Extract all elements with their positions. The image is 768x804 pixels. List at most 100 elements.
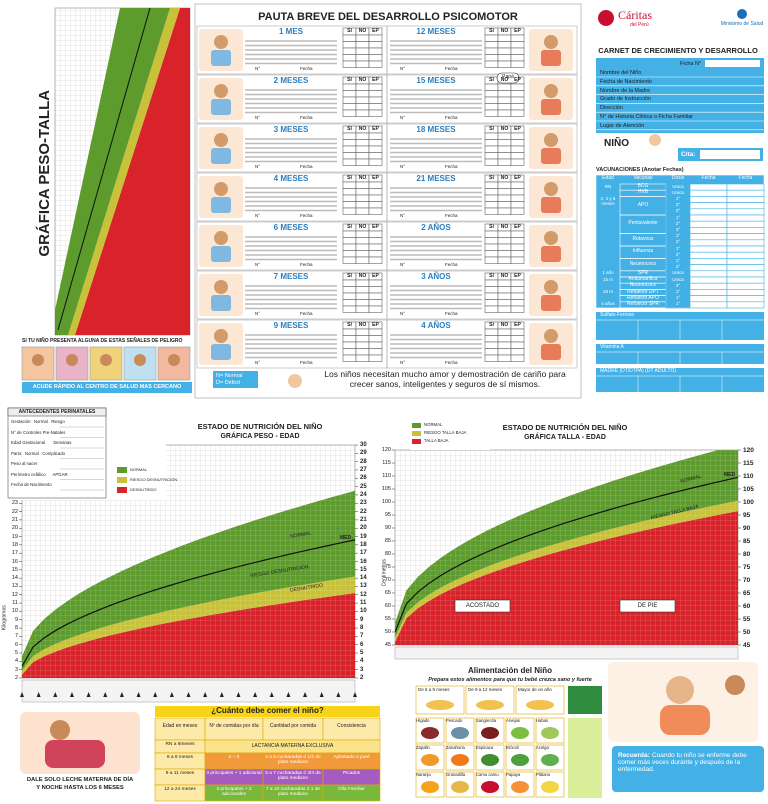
grid-cell	[497, 83, 512, 91]
grid-cell	[342, 341, 357, 349]
y-tick-label: 110	[382, 473, 391, 479]
food-image	[511, 754, 529, 766]
grid-cell	[510, 341, 525, 349]
footer-label: Fecha	[445, 262, 458, 267]
grid-cell	[497, 250, 512, 258]
grid-cell	[497, 279, 512, 287]
age-marker	[219, 692, 224, 697]
y-tick-label: 28	[360, 458, 367, 465]
vaccine-name: Refuerzo SPR	[627, 300, 659, 307]
section-title: Alimentación del Niño	[467, 666, 552, 675]
median	[22, 539, 355, 667]
median	[395, 476, 738, 633]
age-marker	[53, 692, 58, 697]
dose-cell	[689, 220, 728, 228]
cita-entry	[700, 150, 760, 159]
grid-cell	[510, 279, 525, 287]
food-image	[481, 781, 499, 793]
vaccine-title: VACUNACIONES (Anotar Fechas)	[596, 167, 684, 173]
grid-cell	[497, 299, 512, 307]
band-green	[55, 8, 170, 335]
dose-cell	[689, 214, 728, 222]
age-label: RN	[604, 183, 612, 189]
footer-label: Fecha	[300, 115, 313, 120]
grid-cell	[368, 188, 383, 196]
grid-cell	[342, 34, 357, 42]
y-tick-label: 9	[14, 616, 18, 623]
y-tick-label: 85	[384, 538, 391, 544]
cell-text: 12 a 24 meses	[164, 787, 196, 792]
age-marker	[119, 692, 124, 697]
panel-title: PAUTA BREVE DEL DESARROLLO PSICOMOTOR	[258, 11, 518, 23]
dose-cell	[726, 270, 765, 278]
grid-cell	[355, 54, 370, 62]
reminder-text: Cuando tu niño se enferme debe comer más…	[618, 752, 747, 774]
y-tick-label: 15	[360, 566, 367, 573]
column-header: NO	[500, 126, 509, 132]
grid-cell	[484, 181, 499, 189]
grid-cell	[484, 132, 499, 140]
grid-cell	[368, 341, 383, 349]
footer-label: N°	[400, 213, 406, 218]
grid-cell	[342, 181, 357, 189]
y-tick-label: 2	[360, 675, 364, 681]
grid-cell	[484, 90, 499, 98]
illustration-figure	[214, 133, 228, 147]
column-header: NO	[500, 322, 509, 328]
row-label: RN a 6meses	[165, 742, 195, 747]
illustration-body	[211, 246, 231, 262]
column-header: SI	[347, 175, 352, 181]
grid-cell	[342, 158, 357, 166]
band-yellow	[68, 8, 180, 335]
grid-cell	[484, 60, 499, 68]
grid-cell	[342, 335, 357, 343]
milestone-title: 3 MESES	[273, 125, 309, 134]
illustration-body	[660, 705, 710, 735]
column-header: Fecha	[738, 175, 753, 181]
grid-cell	[342, 132, 357, 140]
food-label: Brócoli	[506, 745, 519, 750]
food-image	[451, 754, 469, 766]
column-header: EP	[514, 28, 521, 34]
milestone-title: 6 MESES	[273, 223, 309, 232]
footer-label: Fecha	[445, 311, 458, 316]
footer-label: Fecha	[300, 311, 313, 316]
dose-label: 1°	[675, 195, 681, 201]
baby-icon	[649, 134, 661, 146]
food-label: Zanahoria	[446, 745, 465, 750]
grid-cell	[368, 305, 383, 313]
footer-label: N°	[255, 66, 261, 71]
food-image	[511, 781, 529, 793]
grid-cell	[355, 194, 370, 202]
grid-cell	[484, 250, 499, 258]
grid-cell	[355, 139, 370, 147]
grid-cell	[497, 132, 512, 140]
grid-cell	[484, 103, 499, 111]
y-tick-label: 95	[743, 511, 751, 519]
grid-cell	[342, 60, 357, 68]
milestone-title: 12 MESES	[416, 27, 456, 36]
y-tick-label: 4	[14, 658, 18, 665]
band-yellow-grid	[395, 500, 738, 643]
grid-cell	[342, 103, 357, 111]
column-header: SI	[347, 126, 352, 132]
dose-label: Unica	[672, 276, 684, 282]
grid-cell	[368, 109, 383, 117]
milestone-title: 7 MESES	[273, 272, 309, 281]
dose-label: Unica	[672, 270, 684, 276]
bands	[22, 490, 355, 678]
legend-swatch	[412, 423, 421, 428]
dose-cell	[726, 208, 765, 216]
dose-cell	[726, 301, 765, 309]
grid-cell	[510, 83, 525, 91]
grid-cell	[484, 354, 499, 362]
grid-cell	[484, 328, 499, 336]
cell-text: 3 principales + 1 adicional	[206, 771, 262, 776]
grid-cell	[368, 47, 383, 55]
age-label: 1 año	[602, 270, 614, 276]
food-label: Arvejas	[506, 718, 520, 723]
form-label: Perímetro cefálico APGAR	[11, 471, 68, 477]
footer-label: Fecha	[300, 360, 313, 365]
illustration-figure	[214, 182, 228, 196]
grid-cell	[368, 96, 383, 104]
